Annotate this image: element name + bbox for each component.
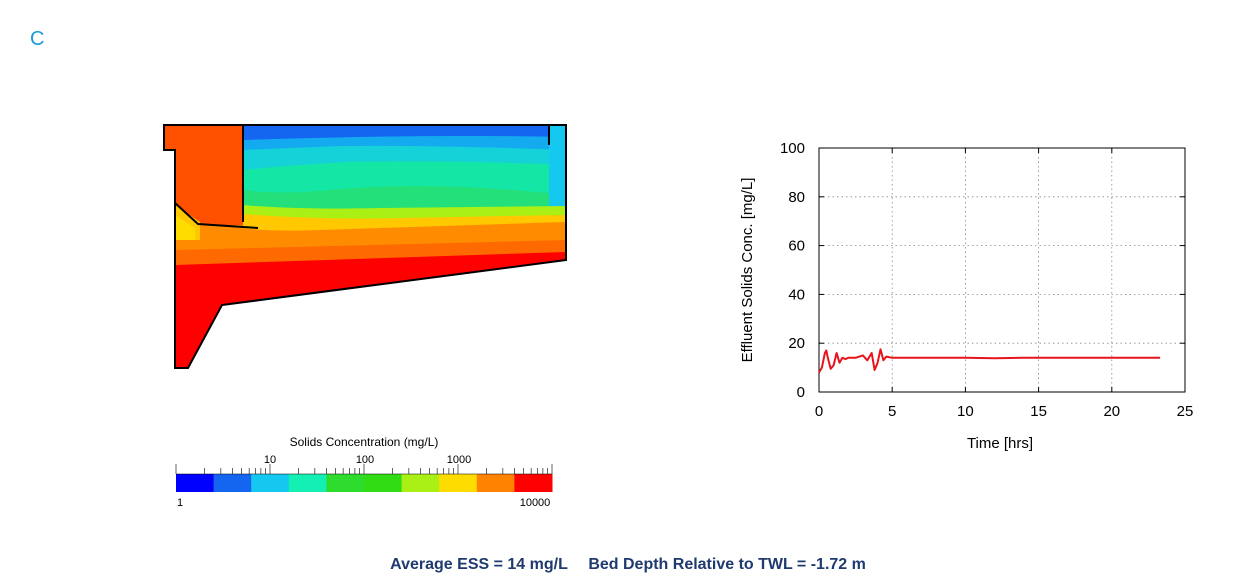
panel-letter: C xyxy=(30,28,45,50)
colorbar-swatch xyxy=(326,474,365,492)
y-tick-label: 40 xyxy=(788,286,805,303)
colorbar-swatch xyxy=(514,474,553,492)
average-ess: Average ESS = 14 mg/L xyxy=(390,556,568,573)
colorbar-swatch xyxy=(401,474,440,492)
y-tick-label: 20 xyxy=(788,335,805,352)
x-tick-label: 25 xyxy=(1177,403,1194,420)
colorbar-label-10000: 10000 xyxy=(520,497,551,509)
colorbar-swatches xyxy=(176,474,553,492)
x-tick-label: 20 xyxy=(1103,403,1120,420)
chart-tick-labels: 0 5 10 15 20 25 0 20 40 60 80 100 xyxy=(780,140,1193,420)
colorbar-swatch xyxy=(476,474,515,492)
colorbar-swatch xyxy=(364,474,403,492)
x-tick-label: 10 xyxy=(957,403,974,420)
series-line xyxy=(818,348,1161,374)
y-tick-label: 100 xyxy=(780,140,805,157)
colorbar-label-1000: 1000 xyxy=(447,454,471,466)
colorbar-ticks xyxy=(175,464,553,475)
colorbar-label-1: 1 xyxy=(177,497,183,509)
y-tick-label: 80 xyxy=(788,189,805,206)
colorbar-title: Solids Concentration (mg/L) xyxy=(290,435,439,449)
colorbar-label-100: 100 xyxy=(356,454,374,466)
colorbar-swatch xyxy=(251,474,290,492)
chart-grid xyxy=(819,148,1185,392)
colorbar: Solids Concentration (mg/L) 10 100 1000 … xyxy=(175,435,553,509)
colorbar-swatch xyxy=(288,474,327,492)
colorbar-swatch xyxy=(176,474,215,492)
x-tick-label: 0 xyxy=(815,403,823,420)
plot-frame xyxy=(818,147,1186,393)
colorbar-label-10: 10 xyxy=(264,454,276,466)
colorbar-swatch xyxy=(213,474,252,492)
y-tick-label: 0 xyxy=(797,384,805,401)
chart-ticks xyxy=(818,147,1186,393)
x-tick-label: 15 xyxy=(1030,403,1047,420)
y-axis-label: Effluent Solids Conc. [mg/L] xyxy=(739,178,756,363)
x-tick-label: 5 xyxy=(888,403,896,420)
x-axis-label: Time [hrs] xyxy=(967,435,1033,452)
summary-line: Average ESS = 14 mg/L Bed Depth Relative… xyxy=(0,556,1256,574)
colorbar-swatch xyxy=(439,474,478,492)
clarifier-contour-plot xyxy=(163,124,567,369)
y-tick-label: 60 xyxy=(788,238,805,255)
bed-depth: Bed Depth Relative to TWL = -1.72 m xyxy=(588,556,866,573)
